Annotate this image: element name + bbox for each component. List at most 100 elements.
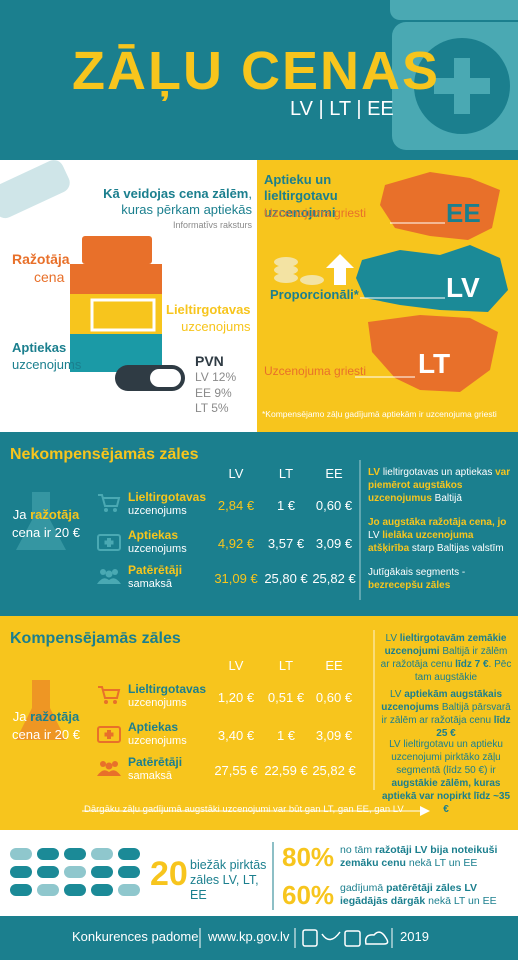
pill <box>64 848 86 860</box>
year: 2019 <box>400 929 429 944</box>
coin <box>274 273 298 283</box>
ee-label: Uzcenojuma griesti <box>264 206 367 220</box>
count-text: biežāk pirktās zāles LV, LT, EE <box>190 858 267 902</box>
coin <box>274 257 298 267</box>
icon-shape <box>105 762 113 770</box>
text-part: no tām <box>340 844 376 856</box>
lt-label: Uzcenojuma griesti <box>264 364 367 378</box>
note: LV lieltirgotavu un aptieku uzcenojumi p… <box>380 738 512 816</box>
vat-label: PVN <box>195 353 224 369</box>
text-emphasis: lielāka uzcenojuma atšķirība <box>368 530 474 554</box>
text-part: Ja <box>12 507 31 522</box>
cell-value: 27,55 € <box>214 763 258 778</box>
text-part: LV <box>389 689 405 700</box>
capsule-half <box>150 369 181 387</box>
row-sub: samaksā <box>128 770 173 782</box>
table-title: Nekompensējamās zāles <box>10 446 199 463</box>
cell-value: 25,82 € <box>312 763 356 778</box>
pill <box>10 848 32 860</box>
text-emphasis: patērētāji zāles LV iegādājās dārgāk <box>340 882 477 908</box>
note: Jutīgākais segments - bezrecepšu zāles <box>368 566 514 592</box>
fact-text: no tām ražotāji LV bija noteikuši zemāku… <box>340 844 512 870</box>
formation-note: Informatīvs raksturs <box>172 220 252 230</box>
footnote: *Kompensējamo zāļu gadījumā aptiekām ir … <box>262 409 497 419</box>
text-emphasis: ražotāji LV bija noteikuši zemāku cenu <box>340 844 498 870</box>
icon-shape <box>104 700 108 704</box>
icon-twitter[interactable] <box>321 931 341 941</box>
footer-bg <box>0 916 518 960</box>
text-emphasis: Jo augstāka ražotāja cena, jo <box>368 517 507 528</box>
title: ZĀĻU CENAS <box>72 41 440 101</box>
icon-shape <box>104 732 114 737</box>
text-emphasis: bezrecepšu zāles <box>368 580 451 591</box>
cell-value: 3,40 € <box>217 728 255 743</box>
vat: PVN LV 12% EE 9% LT 5% <box>195 352 236 417</box>
text-emphasis: ražotāja <box>30 507 80 522</box>
cell-value: 0,51 € <box>267 690 305 705</box>
label-strong: Aptiekas <box>12 340 67 355</box>
wholesaler-label: Lieltirgotavas uzcenojums <box>166 302 251 336</box>
lv-code: LV <box>446 272 480 303</box>
row-icon <box>97 761 121 776</box>
text-part: nekā LT un EE <box>405 857 478 870</box>
table2-bg <box>0 616 518 830</box>
text-emphasis: var piemērot augstākos uzcenojumus <box>368 467 511 504</box>
text-part: Ja <box>12 709 31 724</box>
pill <box>118 848 140 860</box>
row-icon <box>98 686 121 704</box>
url[interactable]: www.kp.gov.lv <box>208 929 290 944</box>
cell-value: 25,80 € <box>264 571 308 586</box>
label-sub: cena <box>34 269 65 286</box>
cell-value: 22,59 € <box>264 763 308 778</box>
table1-bg <box>0 432 518 616</box>
row-name: Aptiekas <box>128 528 179 542</box>
heading-part: Kā veidojas cena zālēm <box>103 186 249 201</box>
icon-linkedin[interactable] <box>344 930 361 947</box>
map-lv <box>356 245 508 312</box>
table-footer: Dārgāku zāļu gadījumā augstāki uzcenojum… <box>84 804 404 815</box>
icon-shape <box>97 726 121 743</box>
label-sub: uzcenojums <box>12 356 82 372</box>
column-header: EE <box>325 466 343 481</box>
pill <box>37 848 59 860</box>
fact-percent: 60% <box>282 880 335 910</box>
row-name: Aptiekas <box>128 720 179 734</box>
cell-value: 2,84 € <box>217 498 255 513</box>
text-part: nekā LT un EE <box>425 895 497 908</box>
pill <box>91 848 113 860</box>
label-strong: Lieltirgotavas <box>166 302 251 317</box>
icon-shape <box>104 508 108 512</box>
text-emphasis: aptiekām augstākais uzcenojums <box>381 689 503 713</box>
pills-icon <box>10 848 140 896</box>
icon-shape <box>112 761 118 767</box>
cell-value: 31,09 € <box>214 571 258 586</box>
row-name: Lieltirgotavas <box>128 490 207 504</box>
row-icon <box>97 534 121 551</box>
lt-code: LT <box>418 348 451 379</box>
icon-shape <box>97 578 121 584</box>
icon-shape <box>105 570 113 578</box>
pill <box>118 884 140 896</box>
label-sub: uzcenojums <box>181 318 251 334</box>
pill <box>64 866 86 878</box>
column-header: LT <box>278 658 294 673</box>
vat-rate: LV 12% <box>195 370 237 385</box>
icon-cloud[interactable] <box>364 931 389 945</box>
pill-box-deco <box>390 0 518 20</box>
cell-value: 4,92 € <box>217 536 255 551</box>
icon-shape <box>98 686 121 699</box>
flask-deco <box>16 492 66 550</box>
cell-value: 3,09 € <box>315 728 353 743</box>
text-emphasis: LV <box>368 467 381 478</box>
cell-value: 0,60 € <box>315 498 353 513</box>
coin <box>274 265 298 275</box>
note: LV lieltirgotavas un aptiekas var piemēr… <box>368 466 514 505</box>
bottle-label <box>90 298 156 332</box>
lv-label: Proporcionāli* <box>270 287 359 302</box>
text-emphasis: līdz 25 € <box>436 715 511 739</box>
row-sub: uzcenojums <box>128 505 187 517</box>
up-arrow <box>326 254 354 285</box>
icon-facebook[interactable] <box>302 929 318 947</box>
